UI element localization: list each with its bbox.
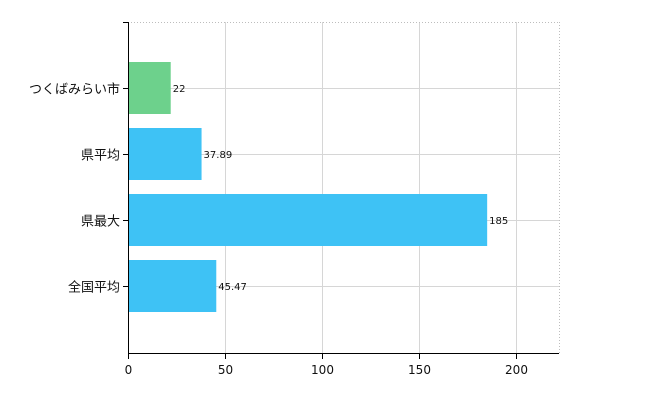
category-label: 県最大 bbox=[81, 215, 120, 230]
x-tick-label: 0 bbox=[125, 363, 133, 377]
category-label: 県平均 bbox=[81, 149, 120, 164]
x-tick-label: 200 bbox=[505, 363, 528, 377]
x-tick-label: 50 bbox=[218, 363, 233, 377]
x-tick-label: 100 bbox=[311, 363, 334, 377]
data-label: 45.47 bbox=[218, 282, 247, 293]
bar bbox=[129, 128, 202, 180]
bar-layer bbox=[129, 62, 488, 312]
x-tick-label: 150 bbox=[408, 363, 431, 377]
category-label: つくばみらい市 bbox=[29, 82, 120, 98]
bar bbox=[129, 62, 171, 114]
axis-layer bbox=[123, 22, 559, 359]
data-label: 37.89 bbox=[204, 150, 233, 161]
bar bbox=[129, 260, 217, 312]
category-label: 全国平均 bbox=[68, 280, 120, 296]
data-label: 22 bbox=[173, 84, 186, 95]
data-label: 185 bbox=[489, 216, 508, 227]
bar bbox=[129, 194, 488, 246]
